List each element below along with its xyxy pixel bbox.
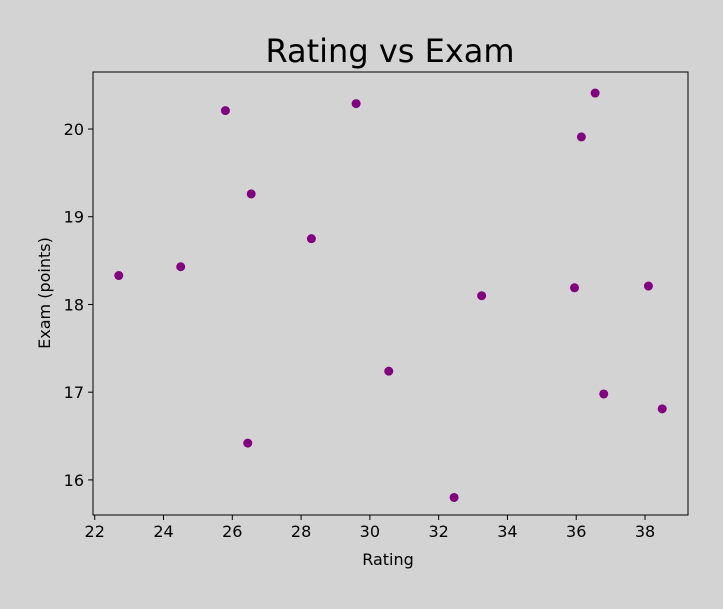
data-point [176,262,186,272]
plot-frame [92,71,689,516]
data-point [657,404,667,414]
data-point [246,189,256,199]
x-tick-label: 32 [428,522,448,541]
data-point [576,132,586,142]
data-point [477,291,487,301]
x-tick-label: 28 [291,522,311,541]
data-point [599,389,609,399]
data-point [570,283,580,293]
x-tick-label: 36 [566,522,586,541]
x-tick-label: 38 [635,522,655,541]
x-axis-label: Rating [362,550,414,569]
plot-area: 22 24 26 28 30 32 34 36 38 16 17 18 19 20 [64,71,689,541]
y-tick-label: 17 [64,383,84,402]
y-tick-label: 16 [64,471,84,490]
data-point [114,271,124,281]
chart-title: Rating vs Exam [265,32,514,70]
y-axis-label: Exam (points) [35,237,54,349]
data-point [643,281,653,291]
x-tick-label: 26 [222,522,242,541]
x-tick-label: 34 [497,522,517,541]
x-tick-label: 30 [360,522,380,541]
data-point [449,492,459,502]
x-tick-label: 24 [153,522,173,541]
x-tick-label: 22 [85,522,105,541]
data-point [590,88,600,98]
data-point [351,99,361,109]
y-tick-label: 20 [64,120,84,139]
y-tick-label: 19 [64,208,84,227]
y-tick-label: 18 [64,295,84,314]
data-point [243,438,253,448]
data-point [220,106,230,116]
data-point [306,234,316,244]
data-point [384,366,394,376]
